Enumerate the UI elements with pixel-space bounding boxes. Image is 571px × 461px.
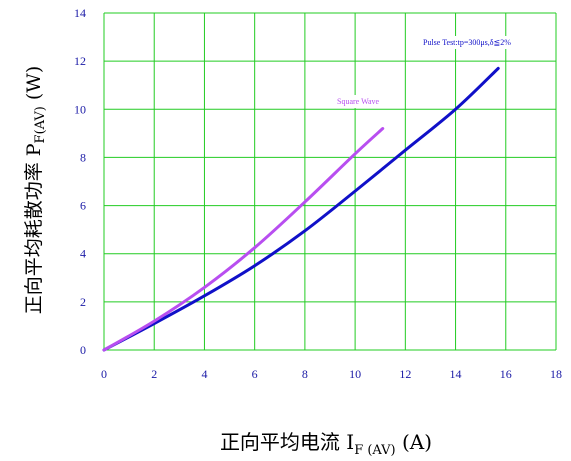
x-tick-label: 12 [399, 367, 411, 381]
annotations: Pulse Test:tp=300μs,δ≦2% Square Wave [332, 36, 553, 108]
x-tick-label: 10 [349, 367, 361, 381]
y-tick-label: 2 [80, 295, 86, 309]
y-axis-label-prefix: 正向平均耗散功率 [23, 162, 45, 314]
x-axis-label-prefix: 正向平均电流 [220, 430, 346, 454]
x-tick-label: 14 [450, 367, 462, 381]
annotation-square-wave-box [332, 95, 387, 108]
x-axis-label-symbol: I [346, 430, 354, 454]
annotation-pulse-test-box [418, 36, 553, 49]
series-line-pulse-test [102, 66, 500, 352]
x-tick-label: 2 [151, 367, 157, 381]
y-axis-label-sub: F(AV) [33, 106, 48, 143]
y-tick-label: 8 [80, 150, 86, 164]
y-tick-label: 10 [74, 102, 86, 116]
annotation-square-wave: Square Wave [337, 97, 380, 106]
y-tick-label: 14 [74, 6, 86, 20]
series-line-square-wave [102, 127, 385, 352]
x-axis-label: 正向平均电流 IF (AV) (A) [220, 430, 432, 458]
x-tick-label: 16 [500, 367, 512, 381]
x-tick-label: 0 [101, 367, 107, 381]
y-tick-label: 4 [80, 247, 86, 261]
x-axis-label-sub: F (AV) [354, 443, 395, 458]
y-tick-label: 12 [74, 54, 86, 68]
grid-lines [103, 12, 557, 351]
y-tick-label: 0 [80, 343, 86, 357]
annotation-pulse-test: Pulse Test:tp=300μs,δ≦2% [423, 38, 511, 47]
series-lines [102, 66, 500, 352]
y-axis-label-symbol: P [23, 143, 45, 156]
y-axis-label: 正向平均耗散功率 PF(AV) (W) [23, 66, 48, 315]
x-tick-label: 8 [302, 367, 308, 381]
x-axis-label-unit: (A) [396, 430, 432, 454]
x-tick-label: 6 [252, 367, 258, 381]
x-tick-label: 18 [550, 367, 562, 381]
y-axis-label-unit: (W) [23, 66, 45, 106]
y-tick-label: 6 [80, 199, 86, 213]
tick-labels: 0 2 4 6 8 10 12 14 16 18 0 2 4 6 8 10 12 14 [74, 6, 562, 381]
x-tick-label: 4 [201, 367, 207, 381]
